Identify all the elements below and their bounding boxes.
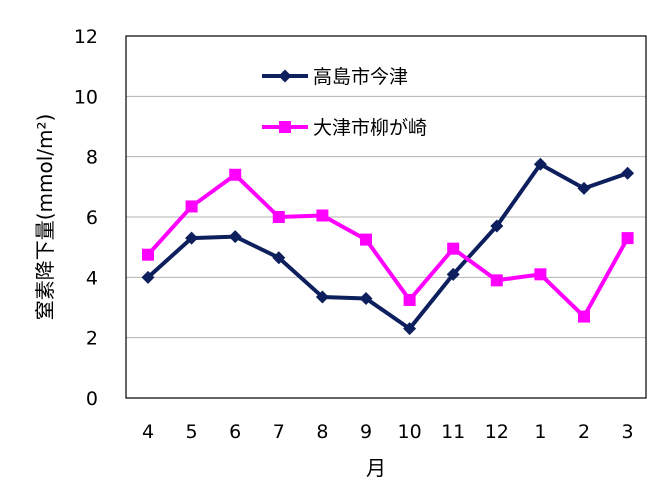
data-point [621,166,635,180]
y-tick-label: 8 [86,147,98,169]
series-1 [141,157,635,336]
data-point [621,232,634,245]
x-tick-label: 12 [485,421,509,443]
x-tick-label: 11 [441,421,465,443]
data-point [490,274,503,287]
y-tick-label: 0 [86,388,98,410]
legend-marker [278,69,292,83]
plot-area-frame [125,35,647,399]
x-tick-label: 5 [186,421,198,443]
data-point [185,200,198,213]
y-tick-label: 12 [74,26,98,48]
data-point [533,157,547,171]
data-point [490,219,504,233]
data-point [316,209,329,222]
data-point [185,231,199,245]
x-tick-label: 1 [534,421,546,443]
gridlines [126,95,646,339]
x-tick-label: 9 [360,421,372,443]
data-point [141,270,155,284]
data-point [403,322,417,336]
y-axis-title: 窒素降下量(mmol/m²) [33,114,57,321]
y-axis-ticks: 0 2 4 6 8 10 12 [74,26,98,410]
x-tick-label: 2 [578,421,590,443]
x-tick-label: 10 [398,421,422,443]
x-tick-label: 8 [316,421,328,443]
data-point [272,211,285,223]
data-point [534,268,547,281]
y-tick-label: 10 [74,86,98,108]
x-tick-label: 6 [229,421,241,443]
series-line [146,162,629,331]
data-point [359,291,373,305]
data-point [578,310,590,323]
x-tick-label: 4 [142,421,154,443]
legend-marker [279,121,291,133]
data-point [360,233,372,246]
data-point [229,168,242,181]
data-point [272,251,286,265]
legend-item: 高島市今津 [262,66,408,88]
data-point [142,248,154,261]
series-2 [142,168,634,323]
data-point [403,293,416,306]
data-point [228,230,242,244]
y-tick-label: 4 [86,267,98,289]
data-point [315,290,329,304]
x-tick-label: 3 [622,421,634,443]
series-layer [141,157,635,336]
y-tick-label: 6 [86,207,98,229]
legend-label: 大津市柳が崎 [313,117,427,139]
data-point [577,181,591,195]
legend-item: 大津市柳が崎 [262,117,427,139]
data-point [447,242,460,255]
series-line [146,172,630,319]
legend-label: 高島市今津 [313,66,408,88]
y-tick-label: 2 [86,328,98,350]
data-point [446,267,460,281]
x-axis-ticks: 4 5 6 7 8 9 10 11 12 1 2 3 [142,421,634,443]
x-tick-label: 7 [273,421,285,443]
x-axis-title: 月 [366,456,386,480]
